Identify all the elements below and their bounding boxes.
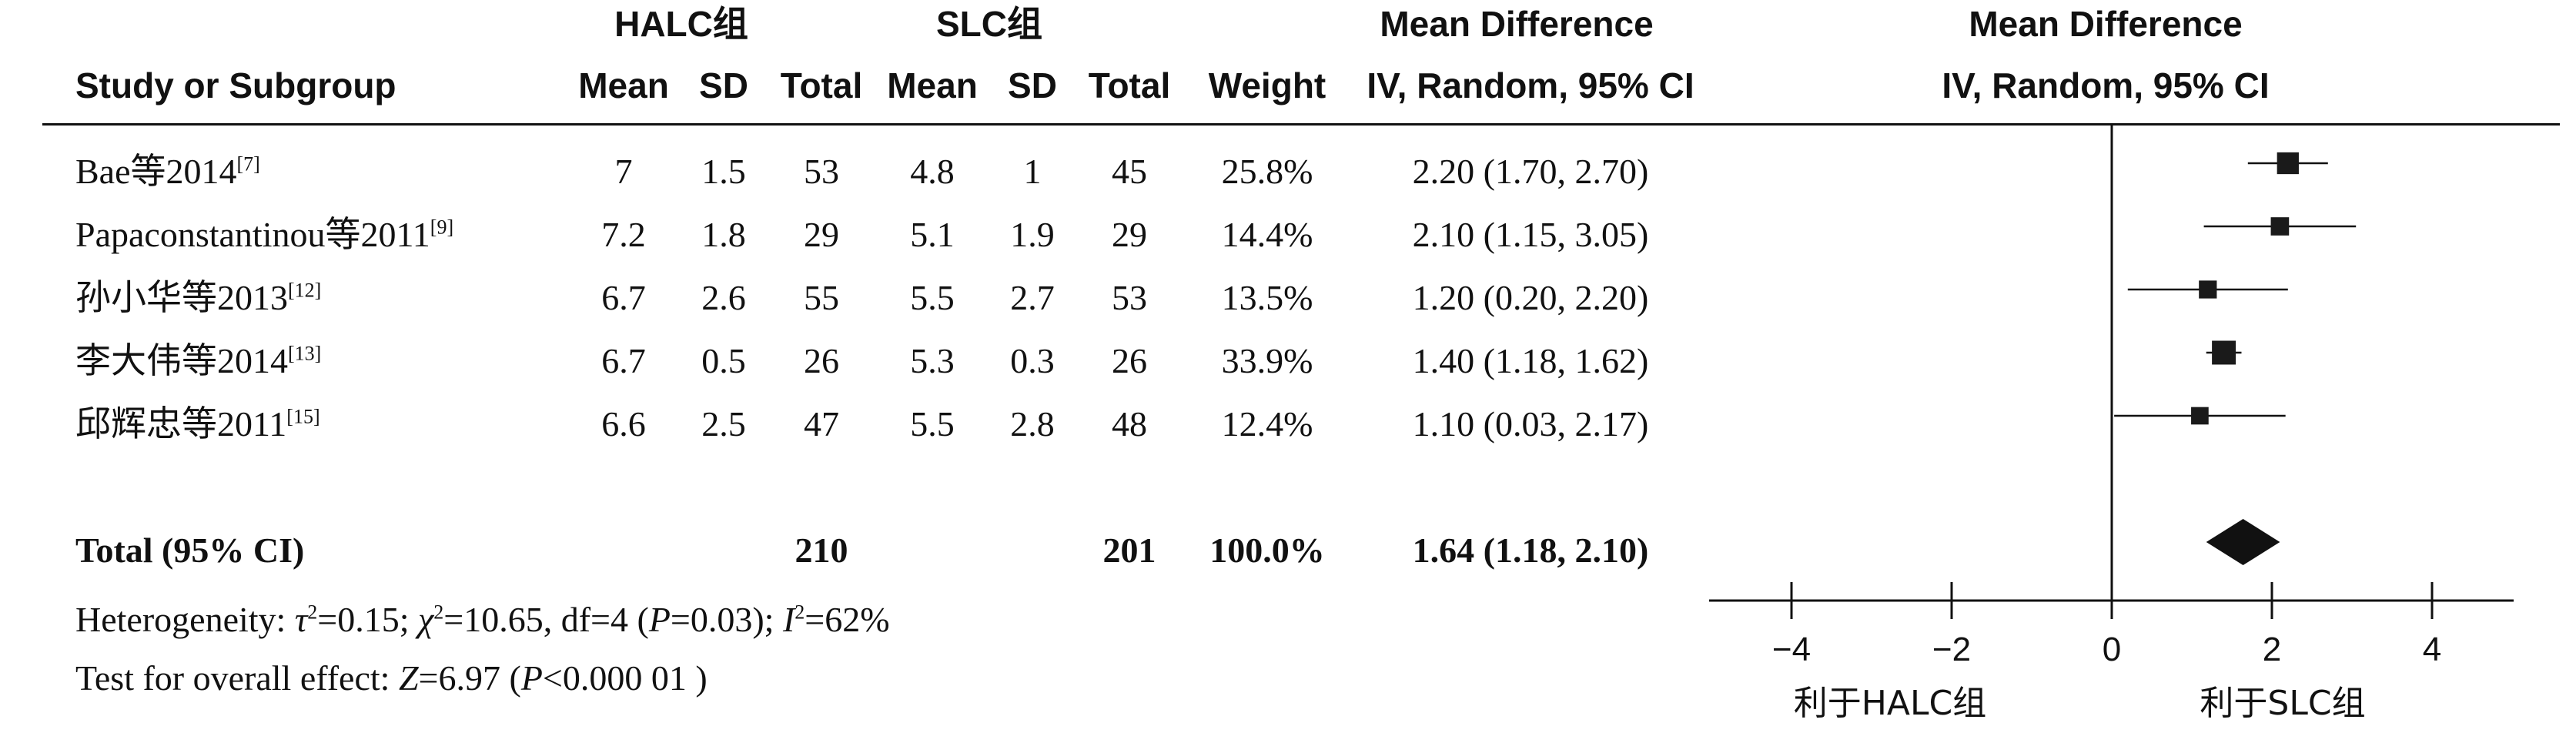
sd1-header: SD [699,65,748,105]
study-name: Papaconstantinou等2011[9] [75,215,454,254]
pooled-diamond [2206,519,2280,565]
study-sd1-cell: 1.8 [701,215,746,254]
study-m1-cell: 7 [614,152,633,191]
group2-header: SLC组 [936,4,1042,44]
mean1-header: Mean [578,65,669,105]
x-tick-label: −4 [1772,631,1811,668]
md-method-header: IV, Random, 95% CI [1367,65,1694,105]
study-sd1-cell: 1.5 [701,152,746,191]
study-ci-cell: 1.10 (0.03, 2.17) [1412,404,1649,443]
total-ci: 1.64 (1.18, 2.10) [1412,531,1649,570]
study-ci-cell: 1.40 (1.18, 1.62) [1412,341,1649,380]
study-n2-cell: 29 [1112,215,1147,254]
effect-square [2212,340,2236,365]
study-n1-cell: 55 [804,278,839,317]
total1-header: Total [780,65,863,105]
study-sd1-cell: 2.5 [701,404,746,443]
x-tick-label: 2 [2263,631,2281,668]
study-n1-cell: 47 [804,404,839,443]
study-n2-cell: 45 [1112,152,1147,191]
study-m2-cell: 5.5 [910,278,955,317]
study-name: Bae等2014[7] [75,152,260,191]
plot-header: Mean Difference [1969,4,2243,44]
study-n2-cell: 48 [1112,404,1147,443]
study-m1-cell: 6.7 [601,341,646,380]
study-name: 孙小华等2013[12] [75,278,322,317]
study-sd2-cell: 2.8 [1010,404,1055,443]
study-weight-cell: 14.4% [1221,215,1313,254]
effect-square [2270,217,2290,236]
study-column-header: Study or Subgroup [75,65,396,105]
weight-header: Weight [1208,65,1326,105]
study-weight-cell: 12.4% [1221,404,1313,443]
effect-square [2199,280,2217,299]
study-n2-cell: 53 [1112,278,1147,317]
x-tick-label: −2 [1932,631,1971,668]
md-header: Mean Difference [1380,4,1654,44]
study-ci-cell: 2.10 (1.15, 3.05) [1412,215,1649,254]
study-sd2-cell: 0.3 [1010,341,1055,380]
effect-square [2191,407,2209,425]
total-weight: 100.0% [1209,531,1325,570]
study-m2-cell: 4.8 [910,152,955,191]
mean2-header: Mean [887,65,978,105]
study-ci-cell: 2.20 (1.70, 2.70) [1412,152,1649,191]
header-rule [42,123,2560,126]
study-n1-cell: 53 [804,152,839,191]
study-sd1-cell: 2.6 [701,278,746,317]
study-m2-cell: 5.5 [910,404,955,443]
study-sd2-cell: 2.7 [1010,278,1055,317]
total2-header: Total [1088,65,1171,105]
study-m1-cell: 7.2 [601,215,646,254]
study-sd2-cell: 1 [1023,152,1042,191]
study-ci-cell: 1.20 (0.20, 2.20) [1412,278,1649,317]
heterogeneity-text: Heterogeneity: τ2=0.15; χ2=10.65, df=4 (… [75,600,890,639]
x-tick-label: 4 [2423,631,2441,668]
study-weight-cell: 33.9% [1221,341,1313,380]
study-n2-cell: 26 [1112,341,1147,380]
study-weight-cell: 13.5% [1221,278,1313,317]
total-label: Total (95% CI) [75,531,305,570]
group1-header: HALC组 [614,4,748,44]
study-m1-cell: 6.7 [601,278,646,317]
study-weight-cell: 25.8% [1221,152,1313,191]
study-name: 李大伟等2014[13] [75,341,322,380]
study-sd1-cell: 0.5 [701,341,746,380]
study-n1-cell: 29 [804,215,839,254]
favours-right-label: 利于SLC组 [2200,684,2365,723]
effect-square [2277,152,2299,175]
overall-effect-text: Test for overall effect: Z=6.97 (P<0.000… [75,658,708,698]
study-m1-cell: 6.6 [601,404,646,443]
study-m2-cell: 5.3 [910,341,955,380]
x-tick-label: 0 [2103,631,2121,668]
total-n2: 201 [1102,531,1156,570]
plot-method-header: IV, Random, 95% CI [1942,65,2270,105]
sd2-header: SD [1008,65,1057,105]
favours-left-label: 利于HALC组 [1794,684,1986,723]
study-name: 邱辉忠等2011[15] [75,404,320,443]
study-sd2-cell: 1.9 [1010,215,1055,254]
study-m2-cell: 5.1 [910,215,955,254]
total-n1: 210 [795,531,848,570]
study-n1-cell: 26 [804,341,839,380]
